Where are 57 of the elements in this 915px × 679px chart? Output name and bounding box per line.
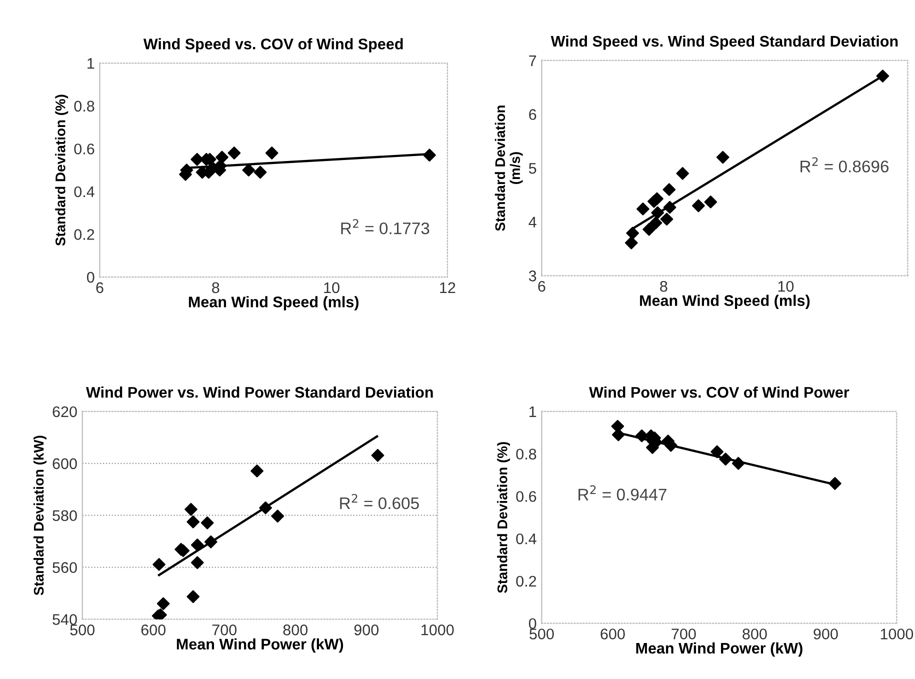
- y-tick-label: 0.2: [516, 576, 536, 587]
- chart-title: Wind Power vs. Wind Power Standard Deviation: [86, 386, 433, 398]
- x-tick-label: 10: [778, 280, 794, 292]
- y-tick-label: 0.8: [74, 100, 94, 112]
- x-tick-label: 500: [530, 628, 554, 640]
- y-tick-label: 600: [52, 458, 77, 470]
- x-tick-label: 700: [672, 628, 696, 640]
- x-axis-title: Mean Wind Power (kW): [176, 638, 344, 653]
- y-tick-label: 0: [528, 618, 536, 630]
- y-tick-label: 3: [528, 270, 536, 282]
- x-tick-label: 900: [354, 624, 379, 636]
- y-tick-label: 0: [86, 272, 94, 283]
- annotation: R$^{2}$ = 0.1773: [341, 219, 430, 234]
- x-tick-label: 500: [70, 624, 94, 636]
- y-tick-label: 580: [52, 510, 77, 522]
- x-axis-title: Mean Wind Speed (mls): [640, 294, 810, 310]
- y-tick-label: 540: [52, 614, 77, 625]
- x-tick-label: 600: [141, 624, 166, 636]
- x-tick-label: 12: [440, 282, 456, 293]
- y-tick-label: 4: [528, 216, 536, 228]
- y-tick-label: 5: [528, 163, 536, 174]
- annotation: R$^{2}$ = 0.8696: [800, 157, 889, 172]
- y-tick-label: 0.2: [74, 229, 94, 240]
- y-tick-label: 0.4: [74, 186, 94, 198]
- x-tick-label: 800: [283, 624, 308, 636]
- x-tick-label: 800: [742, 628, 767, 640]
- x-tick-label: 6: [96, 282, 104, 294]
- y-tick-label: 0.6: [516, 491, 536, 502]
- y-axis-title: Standard Deviation (kW): [34, 436, 46, 596]
- y-tick-label: 7: [529, 55, 536, 66]
- y-axis-title: Standard Deviation (m/s): [494, 106, 523, 231]
- x-axis-title: Mean Wind Power (kW): [636, 642, 802, 657]
- y-tick-label: 6: [529, 109, 536, 120]
- chart-title: Wind Power vs. COV of Wind Power: [589, 386, 850, 398]
- y-tick-label: 0.4: [516, 533, 536, 544]
- x-tick-label: 6: [538, 280, 546, 292]
- x-tick-label: 600: [600, 628, 625, 640]
- x-tick-label: 900: [814, 628, 838, 640]
- x-tick-label: 1000: [880, 628, 914, 640]
- annotation: R$^{2}$ = 0.605: [340, 494, 419, 510]
- x-tick-label: 1000: [422, 624, 454, 636]
- y-axis-title: Standard Deviation (%): [55, 94, 68, 246]
- chart-title: Wind Speed vs. Wind Speed Standard Deviation: [550, 35, 898, 50]
- annotation: R$^{2}$ = 0.9447: [578, 485, 666, 500]
- x-tick-label: 700: [212, 624, 237, 636]
- y-tick-label: 620: [52, 406, 77, 418]
- x-tick-label: 8: [660, 280, 668, 292]
- y-tick-label: 560: [52, 562, 77, 573]
- y-tick-label: 1: [88, 58, 94, 69]
- x-axis-title: Mean Wind Speed (mls): [188, 296, 358, 310]
- chart-title: Wind Speed vs. COV of Wind Speed: [143, 38, 403, 52]
- y-tick-label: 1: [529, 406, 536, 418]
- y-axis-title: Standard Deviation (%): [497, 442, 510, 594]
- x-tick-label: 8: [212, 282, 220, 294]
- y-tick-label: 0.8: [516, 448, 536, 460]
- x-tick-label: 10: [324, 282, 340, 294]
- y-tick-label: 0.6: [74, 144, 94, 154]
